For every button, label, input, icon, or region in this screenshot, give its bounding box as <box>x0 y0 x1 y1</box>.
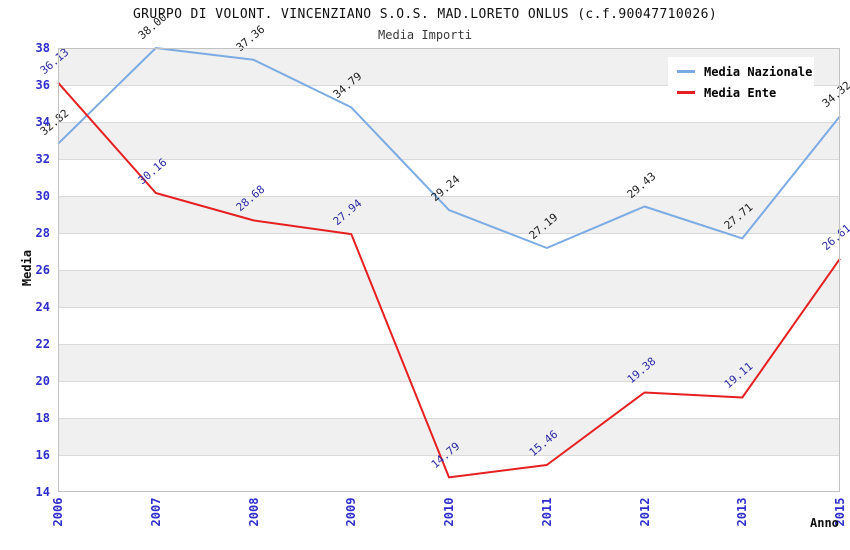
y-tick-label: 36 <box>35 78 50 92</box>
x-tick-label: 2010 <box>442 497 456 527</box>
legend: Media Nazionale Media Ente <box>668 57 814 107</box>
y-ticks: 38 36 34 32 30 28 26 24 22 20 18 16 14 <box>0 41 50 499</box>
y-tick-label: 18 <box>35 411 50 425</box>
x-axis-title: Anno <box>810 516 839 530</box>
legend-label: Media Ente <box>704 85 777 100</box>
point-value-label: 27.94 <box>330 196 365 229</box>
plot-band <box>58 455 840 492</box>
x-tick-label: 2006 <box>51 497 65 527</box>
y-tick-label: 24 <box>35 300 50 314</box>
y-tick-label: 30 <box>35 189 50 203</box>
point-value-label: 27.19 <box>526 210 561 242</box>
x-tick-label: 2012 <box>637 497 652 527</box>
chart-subtitle: Media Importi <box>378 28 472 42</box>
series-line-media-ente <box>57 81 841 479</box>
point-value-label: 34.32 <box>819 78 850 111</box>
y-tick-label: 20 <box>35 374 50 388</box>
point-labels: 32.82 38.00 37.36 34.79 29.24 27.19 29.43 27.71… <box>38 11 850 492</box>
y-tick-label: 32 <box>35 152 50 166</box>
legend-marker-line-icon <box>677 70 695 73</box>
plot-band <box>58 307 840 344</box>
x-tick-label: 2009 <box>344 497 359 527</box>
point-value-label: 34.79 <box>330 70 365 102</box>
plot-band <box>58 381 840 418</box>
y-tick-label: 22 <box>35 337 50 351</box>
y-tick-label: 28 <box>35 226 50 240</box>
x-ticks: 2006 2007 2008 2009 2010 2011 2012 2013 2015 <box>51 492 847 540</box>
point-value-label: 14.79 <box>428 440 463 472</box>
plot-band <box>58 418 840 455</box>
x-tick-label: 2007 <box>148 497 163 527</box>
plot-band <box>58 122 840 159</box>
point-value-label: 19.11 <box>721 360 756 392</box>
plot-band <box>58 270 840 307</box>
x-tick-label: 2011 <box>539 497 554 527</box>
legend-item: Media Nazionale <box>677 65 814 79</box>
y-tick-label: 14 <box>35 485 50 499</box>
series-line-media-nazionale <box>57 47 841 249</box>
y-tick-label: 38 <box>35 41 50 55</box>
legend-marker-line-icon <box>677 91 695 94</box>
point-value-label: 19.38 <box>624 355 658 387</box>
point-value-label: 28.68 <box>233 183 267 215</box>
plot-band <box>58 344 840 381</box>
chart-title: GRUPPO DI VOLONT. VINCENZIANO S.O.S. MAD… <box>132 7 718 22</box>
legend-label: Media Nazionale <box>704 64 813 79</box>
point-value-label: 27.71 <box>721 201 756 233</box>
plot-area: 32.82 38.00 37.36 34.79 29.24 27.19 29.43 27.71… <box>38 11 850 492</box>
point-value-label: 30.16 <box>135 155 170 188</box>
point-value-label: 29.43 <box>624 169 658 201</box>
plot-band <box>58 159 840 196</box>
y-tick-label: 16 <box>35 448 50 462</box>
series-svg <box>57 47 841 479</box>
plot-band <box>58 233 840 270</box>
legend-item: Media Ente <box>677 86 814 100</box>
point-value-label: 26.61 <box>819 221 850 253</box>
y-tick-label: 34 <box>35 115 50 129</box>
x-tick-label: 2008 <box>246 497 261 527</box>
point-value-label: 29.24 <box>428 172 463 205</box>
y-tick-label: 26 <box>35 263 50 277</box>
point-value-label: 15.46 <box>526 427 561 459</box>
x-tick-label: 2013 <box>735 497 750 527</box>
